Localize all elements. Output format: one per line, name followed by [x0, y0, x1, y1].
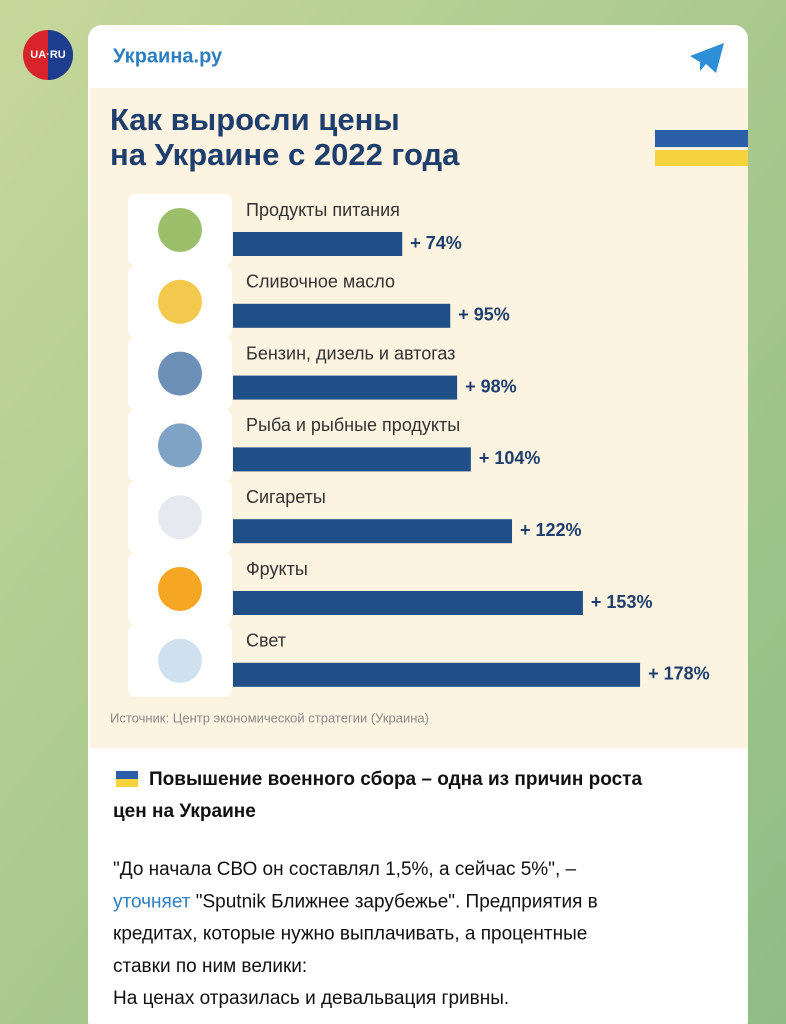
icon [158, 208, 202, 252]
icon [158, 495, 202, 540]
flag-yellow [655, 150, 748, 166]
body-line: уточняет "Sputnik Ближнее зарубежье". Пр… [113, 891, 598, 912]
value-label: + 153% [591, 592, 653, 612]
flag-blue [655, 130, 748, 147]
icon [158, 279, 202, 324]
category-label: Продукты питания [246, 200, 400, 220]
body-line: ставки по ним велики: [113, 956, 307, 977]
value-label: + 74% [410, 233, 462, 253]
bar [233, 591, 583, 615]
text-run: кредитах, которые нужно выплачивать, а п… [113, 924, 587, 945]
flag-emoji-yellow [116, 779, 138, 787]
icon [158, 423, 202, 468]
icon [158, 351, 202, 396]
bar [233, 232, 403, 256]
body-line: "До начала СВО он составлял 1,5%, а сейч… [113, 859, 577, 880]
category-label: Рыба и рыбные продукты [246, 415, 460, 435]
channel-name[interactable]: Украина.ру [113, 45, 223, 67]
text-run: ставки по ним велики: [113, 956, 307, 977]
category-label: Сливочное масло [246, 272, 395, 292]
category-label: Бензин, дизель и автогаз [246, 343, 455, 363]
value-label: + 122% [520, 520, 582, 540]
bar [233, 447, 471, 472]
value-label: + 178% [648, 664, 710, 684]
bar [233, 375, 458, 400]
value-label: + 95% [458, 305, 510, 325]
chart-title: на Украине с 2022 года [110, 137, 460, 172]
category-label: Сигареты [246, 487, 326, 507]
category-label: Фрукты [246, 559, 308, 579]
avatar-label: UA·RU [30, 49, 65, 61]
value-label: + 104% [479, 448, 541, 468]
text-run: "До начала СВО он составлял 1,5%, а сейч… [113, 859, 577, 880]
bar [233, 303, 451, 328]
bar [233, 519, 513, 544]
source: Источник: Центр экономической стратегии … [110, 710, 429, 725]
link[interactable]: уточняет [113, 891, 191, 912]
chart-title: Как выросли цены [110, 102, 400, 137]
value-label: + 98% [465, 376, 517, 396]
body-line: кредитах, которые нужно выплачивать, а п… [113, 924, 587, 945]
bar [233, 662, 641, 687]
message-body: "До начала СВО он составлял 1,5%, а сейч… [113, 859, 598, 1009]
avatar-half [48, 30, 73, 80]
icon [158, 638, 202, 683]
telegram-icon[interactable] [690, 43, 724, 73]
headline: цен на Украине [113, 801, 256, 822]
text-run: "Sputnik Ближнее зарубежье". Предприятия… [190, 891, 597, 912]
category-label: Свет [246, 631, 286, 651]
flag-emoji-blue [116, 771, 138, 779]
headline: Повышение военного сбора – одна из причи… [149, 769, 642, 790]
icon [158, 567, 202, 611]
text-run: На ценах отразилась и девальвация гривны… [113, 988, 509, 1009]
body-line: На ценах отразилась и девальвация гривны… [113, 988, 509, 1009]
